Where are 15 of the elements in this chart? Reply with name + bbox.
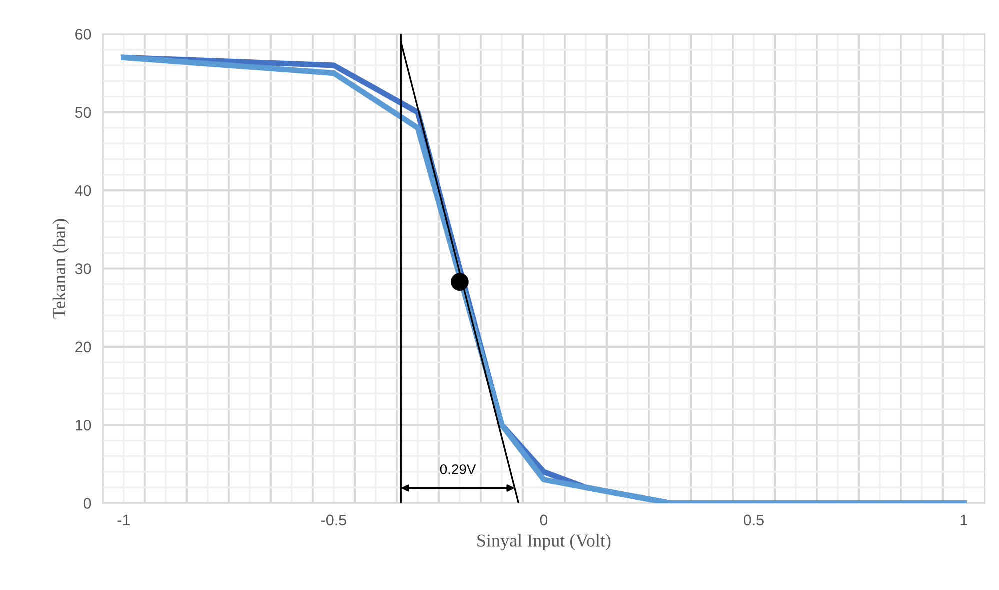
y-tick-label: 20 [76, 342, 92, 353]
y-tick-label: 30 [75, 264, 92, 274]
y-tick-label: 50 [75, 107, 92, 118]
x-tick-label: 1 [960, 514, 968, 526]
y-tick-label: 10 [76, 420, 92, 431]
x-tick-label: 0 [540, 514, 548, 526]
x-axis-title: Sinyal Input (Volt) [478, 534, 611, 551]
y-tick-label: 40 [75, 185, 92, 196]
y-axis-title: Tekanan (bar) [52, 219, 70, 319]
x-tick-label: 0.5 [744, 514, 764, 526]
x-tick-label: -0.5 [321, 514, 346, 526]
x-tick-label: -1 [118, 514, 130, 526]
y-tick-label: 0 [84, 498, 92, 509]
y-tick-label: 60 [76, 29, 92, 40]
annotation: 0.29V [440, 464, 476, 474]
